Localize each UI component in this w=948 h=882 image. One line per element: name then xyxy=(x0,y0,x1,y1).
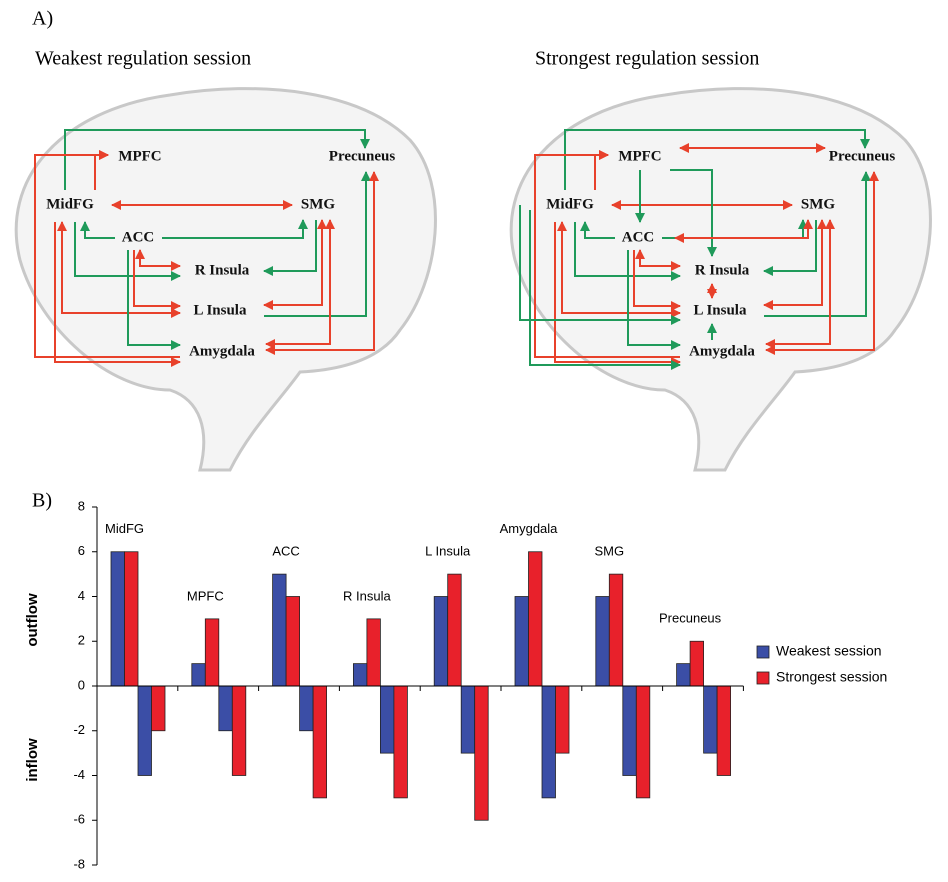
node-label: Amygdala xyxy=(689,343,755,359)
node-label: Amygdala xyxy=(189,343,255,359)
bar xyxy=(205,619,219,686)
bar xyxy=(219,686,233,731)
legend-label: Strongest session xyxy=(776,669,887,685)
bar xyxy=(313,686,327,798)
bar xyxy=(286,597,300,687)
y-tick-label: -8 xyxy=(73,856,85,871)
bar xyxy=(704,686,718,753)
brain-right xyxy=(511,89,930,470)
bar xyxy=(636,686,650,798)
legend-swatch xyxy=(757,672,769,684)
y-tick-label: 0 xyxy=(78,677,85,692)
bar xyxy=(677,664,691,686)
panel-label: A) xyxy=(32,8,53,30)
bar xyxy=(394,686,408,798)
node-label: MPFC xyxy=(618,148,661,164)
node-label: L Insula xyxy=(194,302,247,318)
brain-left xyxy=(16,89,435,470)
y-tick-label: 8 xyxy=(78,498,85,513)
y-tick-label: -4 xyxy=(73,767,85,782)
node-label: MPFC xyxy=(118,148,161,164)
y-tick-label: 6 xyxy=(78,543,85,558)
y-tick-label: 4 xyxy=(78,588,85,603)
brain-backgrounds xyxy=(16,89,930,470)
bar xyxy=(125,552,139,686)
bar xyxy=(300,686,314,731)
y-label: outflow xyxy=(24,593,41,647)
bar xyxy=(353,664,367,686)
panel-label: B) xyxy=(32,490,52,512)
node-label: Precuneus xyxy=(329,148,396,164)
bar xyxy=(556,686,570,753)
bar xyxy=(448,574,462,686)
bar xyxy=(515,597,529,687)
category-label: ACC xyxy=(272,544,299,559)
bar xyxy=(192,664,206,686)
bar xyxy=(529,552,543,686)
node-label: ACC xyxy=(122,229,155,245)
node-label: MidFG xyxy=(46,196,94,212)
bar xyxy=(542,686,556,798)
bar xyxy=(232,686,246,776)
bar xyxy=(623,686,637,776)
node-label: ACC xyxy=(622,229,655,245)
category-label: Precuneus xyxy=(659,611,722,626)
bar xyxy=(273,574,287,686)
legend-swatch xyxy=(757,646,769,658)
y-label: inflow xyxy=(24,738,41,782)
figure: A) Weakest regulation session Strongest … xyxy=(0,0,948,882)
bar xyxy=(475,686,489,820)
y-tick-label: -2 xyxy=(73,722,85,737)
node-label: MidFG xyxy=(546,196,594,212)
bar xyxy=(690,641,704,686)
category-label: MPFC xyxy=(187,588,224,603)
diagram-title: Strongest regulation session xyxy=(535,48,759,70)
bar xyxy=(434,597,448,687)
category-label: R Insula xyxy=(343,588,391,603)
node-label: SMG xyxy=(801,196,836,212)
category-label: L Insula xyxy=(425,544,471,559)
category-label: Amygdala xyxy=(500,521,559,536)
node-label: SMG xyxy=(301,196,336,212)
bar xyxy=(717,686,731,776)
bar xyxy=(461,686,475,753)
bar xyxy=(138,686,152,776)
y-tick-label: -6 xyxy=(73,812,85,827)
legend-label: Weakest session xyxy=(776,643,882,659)
y-tick-label: 2 xyxy=(78,633,85,648)
category-label: SMG xyxy=(594,544,624,559)
bar xyxy=(152,686,166,731)
bar xyxy=(380,686,394,753)
bar xyxy=(609,574,623,686)
node-label: L Insula xyxy=(694,302,747,318)
node-label: R Insula xyxy=(695,262,750,278)
bar xyxy=(596,597,610,687)
node-label: R Insula xyxy=(195,262,250,278)
bar xyxy=(367,619,381,686)
bar xyxy=(111,552,125,686)
chart: -8 -6 -4 -2 0 2 4 6 8 outflow inflow MidFG MPFC ACC R … xyxy=(24,498,887,871)
node-label: Precuneus xyxy=(829,148,896,164)
category-label: MidFG xyxy=(105,521,144,536)
diagram-title: Weakest regulation session xyxy=(35,48,251,70)
